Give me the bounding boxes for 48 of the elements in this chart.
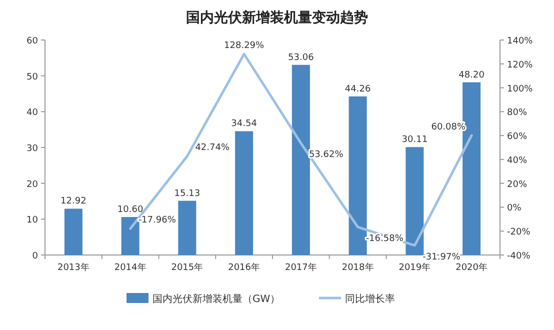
y2-tick-label: 140% (507, 36, 534, 46)
bar (406, 147, 424, 255)
y2-tick-label: 20% (507, 180, 528, 190)
data-label: 128.29% (224, 40, 265, 51)
legend-label: 国内光伏新增装机量（GW） (152, 293, 280, 305)
data-label: -31.97% (422, 252, 461, 262)
x-tick-label: 2020年 (456, 262, 488, 273)
x-tick-label: 2016年 (228, 262, 260, 273)
bar (235, 131, 254, 255)
data-label: 15.13 (174, 188, 200, 199)
bar (64, 208, 82, 255)
y2-tick-label: -40% (507, 252, 531, 262)
y2-tick-label: 120% (507, 60, 534, 70)
y2-tick-label: 40% (507, 156, 528, 166)
y-tick-label: 0 (32, 252, 38, 262)
data-label: 30.11 (402, 135, 428, 146)
y-tick-label: 20 (26, 180, 38, 190)
x-tick-label: 2017年 (284, 262, 317, 273)
data-label: 44.26 (344, 84, 371, 94)
y2-tick-label: 100% (507, 84, 534, 94)
chart-title: 国内光伏新增装机量变动趋势 (186, 9, 368, 26)
x-tick-label: 2019年 (398, 262, 431, 273)
data-label: 48.20 (458, 70, 485, 80)
y-tick-label: 40 (26, 108, 38, 118)
data-label: -17.96% (138, 216, 176, 226)
y2-tick-label: 80% (507, 108, 528, 118)
data-label: 53.06 (288, 52, 314, 63)
bar (121, 217, 140, 255)
bar (348, 96, 367, 255)
data-label: 12.92 (60, 196, 86, 207)
data-label: 53.62% (308, 150, 344, 160)
y-tick-label: 30 (26, 144, 38, 154)
data-label: 10.60 (117, 205, 144, 216)
y-tick-label: 50 (26, 72, 38, 82)
legend-label: 同比增长率 (345, 293, 395, 305)
bar (292, 64, 310, 255)
data-label: 42.74% (195, 143, 230, 154)
bar (178, 200, 196, 255)
x-tick-label: 2013年 (57, 262, 90, 273)
data-label: 34.54 (231, 119, 258, 130)
y-tick-label: 60 (26, 36, 38, 46)
x-tick-label: 2015年 (171, 262, 204, 273)
y-tick-label: 10 (26, 216, 38, 226)
x-tick-label: 2018年 (342, 262, 374, 273)
y2-tick-label: 0% (507, 204, 522, 214)
y2-tick-label: 60% (507, 132, 528, 142)
x-tick-label: 2014年 (114, 262, 146, 273)
y2-tick-label: -20% (507, 228, 531, 238)
